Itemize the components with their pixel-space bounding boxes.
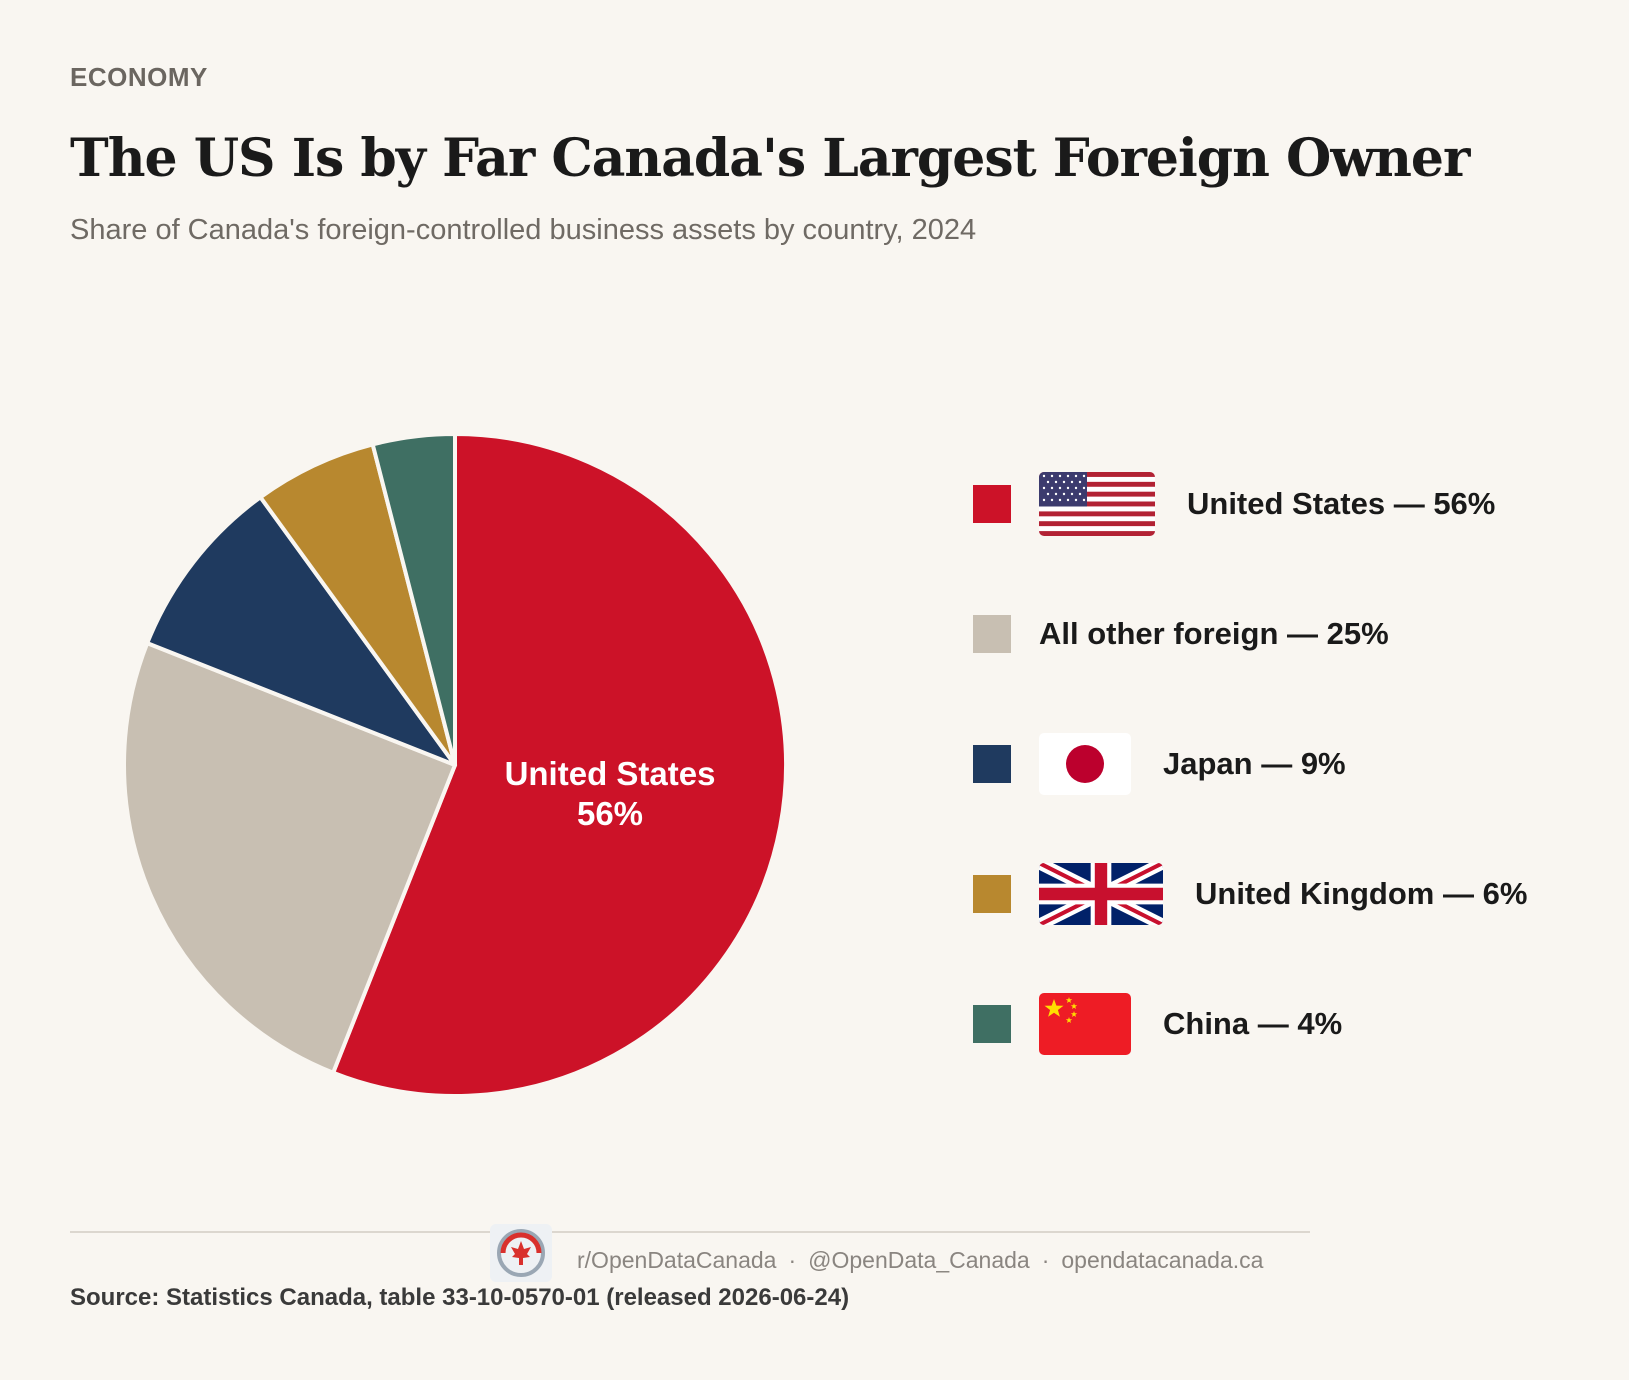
footer-divider (70, 1231, 1310, 1233)
legend-label: United Kingdom — 6% (1195, 876, 1528, 911)
twitter-link[interactable]: @OpenData_Canada (808, 1247, 1030, 1273)
kicker: ECONOMY (70, 62, 208, 92)
legend-item-united-kingdom: United Kingdom — 6% (973, 862, 1527, 926)
legend-item-japan: Japan — 9% (973, 732, 1346, 796)
legend-label: China — 4% (1163, 1006, 1343, 1041)
separator: · (788, 1247, 797, 1273)
reddit-link[interactable]: r/OpenDataCanada (577, 1247, 777, 1273)
slice-label-name: United States (505, 755, 716, 792)
website-link[interactable]: opendatacanada.ca (1061, 1247, 1264, 1273)
source-note: Source: Statistics Canada, table 33-10-0… (70, 1284, 850, 1311)
china-flag-icon (1039, 993, 1131, 1055)
page-title: The US Is by Far Canada's Largest Foreig… (70, 128, 1470, 189)
japan-flag-icon (1039, 733, 1131, 795)
slice-label-value: 56% (577, 795, 643, 832)
legend-swatch (973, 485, 1011, 523)
subtitle: Share of Canada's foreign-controlled bus… (70, 214, 977, 246)
legend-item-china: China — 4% (973, 992, 1342, 1056)
legend-swatch (973, 1005, 1011, 1043)
pie-slice-japan (145, 495, 457, 767)
social-links: r/OpenDataCanada · @OpenData_Canada · openda… (577, 1247, 1263, 1274)
legend-label: United States — 56% (1187, 486, 1496, 521)
legend-item-all-other-foreign: All other foreign — 25% (973, 602, 1389, 666)
us-flag-icon (1039, 472, 1155, 536)
legend-swatch (973, 615, 1011, 653)
legend-item-united-states: United States — 56% (973, 472, 1495, 536)
pie-slice-united-kingdom (258, 442, 457, 767)
uk-flag-icon (1039, 863, 1163, 925)
legend-label: All other foreign — 25% (1039, 616, 1389, 651)
pie-slice-china (370, 432, 457, 767)
pie-slice-united-states (331, 432, 788, 1098)
separator: · (1041, 1247, 1050, 1273)
legend-label: Japan — 9% (1163, 746, 1346, 781)
pie-slice-all-other-foreign (122, 641, 457, 1075)
legend-swatch (973, 875, 1011, 913)
legend-swatch (973, 745, 1011, 783)
open-data-canada-logo-icon (490, 1224, 552, 1282)
